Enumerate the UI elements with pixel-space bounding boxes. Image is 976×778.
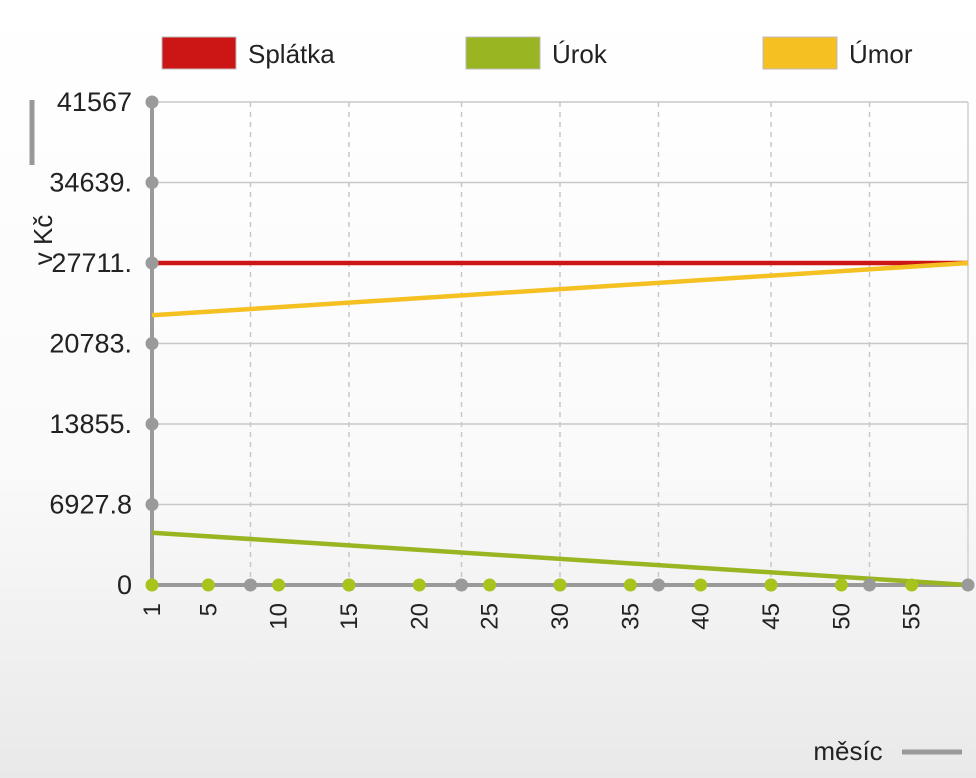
- legend-label-1: Splátka: [248, 39, 335, 69]
- x-grid-marker: [961, 578, 975, 592]
- x-tick-label: 5: [195, 603, 222, 616]
- series-lines: [151, 260, 969, 588]
- x-axis-title: měsíc: [813, 736, 882, 766]
- x-tick-marker: [483, 578, 497, 592]
- legend: Splátka Úrok Úmor: [161, 36, 913, 70]
- x-tick-marker: [834, 578, 848, 592]
- y-axis-title: v Kč: [28, 215, 58, 266]
- series-line-2: [151, 530, 969, 588]
- x-tick-label: 25: [477, 603, 504, 630]
- x-grid-marker: [651, 578, 665, 592]
- legend-label-2: Úrok: [552, 39, 608, 69]
- x-tick-label: 35: [617, 603, 644, 630]
- x-tick-label: 50: [828, 603, 855, 630]
- x-tick-marker: [623, 578, 637, 592]
- legend-label-3: Úmor: [849, 39, 913, 69]
- axis-markers: [145, 95, 975, 592]
- y-tick-marker: [145, 417, 159, 431]
- y-tick-marker: [145, 256, 159, 270]
- y-tick-label: 27711.: [51, 248, 132, 278]
- legend-swatch-1: [161, 36, 237, 70]
- x-tick-marker: [412, 578, 426, 592]
- y-tick-label: 6927.8: [49, 490, 132, 520]
- x-tick-label: 20: [406, 603, 433, 630]
- x-tick-label: 10: [266, 603, 293, 630]
- x-grid-marker: [243, 578, 257, 592]
- x-tick-label: 45: [758, 603, 785, 630]
- x-tick-label: 30: [547, 603, 574, 630]
- y-tick-label: 34639.: [49, 168, 132, 198]
- axis-titles: v Kč měsíc: [28, 100, 962, 766]
- y-tick-label: 0: [117, 570, 132, 600]
- x-tick-marker: [694, 578, 708, 592]
- x-tick-label: 1: [139, 603, 166, 616]
- legend-swatch-2: [465, 36, 541, 70]
- x-tick-marker: [342, 578, 356, 592]
- x-grid-marker: [455, 578, 469, 592]
- y-tick-label: 20783.: [49, 329, 132, 359]
- x-tick-label: 15: [336, 603, 363, 630]
- y-tick-marker: [145, 95, 159, 109]
- x-tick-marker: [145, 578, 159, 592]
- x-tick-marker: [905, 578, 919, 592]
- grid: [152, 101, 969, 585]
- y-tick-marker: [145, 498, 159, 512]
- series-line-3: [151, 260, 969, 318]
- x-tick-marker: [764, 578, 778, 592]
- x-tick-marker: [272, 578, 286, 592]
- y-tick-marker: [145, 337, 159, 351]
- x-tick-marker: [553, 578, 567, 592]
- x-tick-label: 40: [688, 603, 715, 630]
- y-tick-marker: [145, 176, 159, 190]
- legend-swatch-3: [762, 36, 838, 70]
- y-tick-label: 41567: [57, 87, 132, 117]
- x-tick-label: 55: [899, 603, 926, 630]
- x-tick-marker: [201, 578, 215, 592]
- x-grid-marker: [863, 578, 877, 592]
- y-tick-label: 13855.: [49, 409, 132, 439]
